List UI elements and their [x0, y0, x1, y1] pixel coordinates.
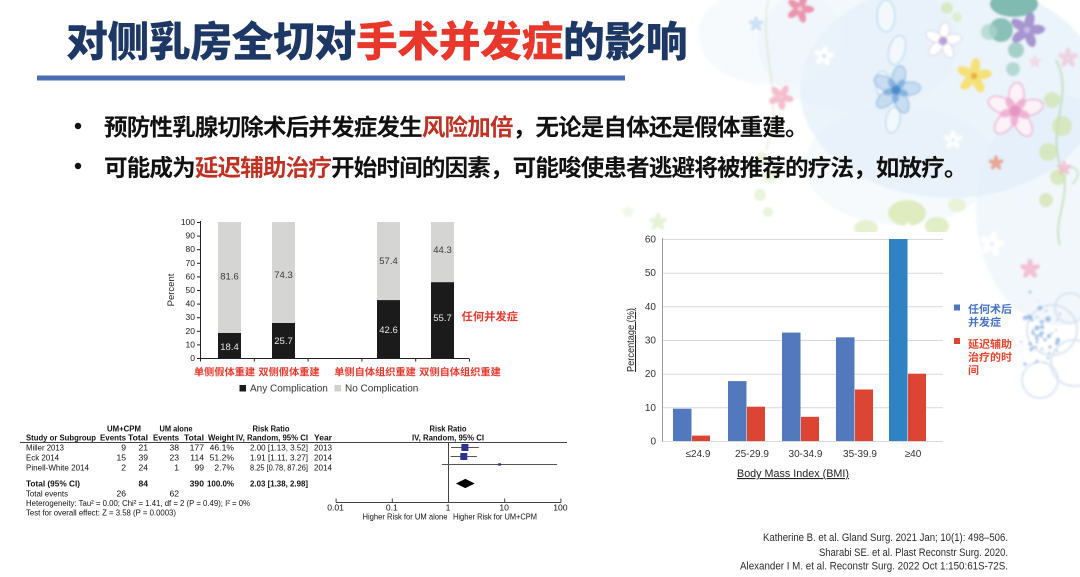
svg-text:10: 10	[645, 403, 657, 414]
svg-text:9: 9	[121, 443, 126, 453]
svg-text:8.25 [0.78, 87.26]: 8.25 [0.78, 87.26]	[250, 463, 308, 473]
svg-text:80: 80	[186, 244, 196, 254]
svg-text:IV, Random, 95% CI: IV, Random, 95% CI	[412, 433, 484, 443]
svg-text:70: 70	[186, 258, 196, 268]
svg-text:46.1%: 46.1%	[210, 443, 235, 453]
svg-text:Higher Risk for UM alone: Higher Risk for UM alone	[363, 512, 448, 522]
svg-text:51.2%: 51.2%	[210, 453, 235, 463]
svg-text:21: 21	[138, 443, 148, 453]
svg-text:42.6: 42.6	[379, 325, 398, 336]
svg-text:Miller 2013: Miller 2013	[26, 443, 64, 453]
svg-text:Higher Risk for UM+CPM: Higher Risk for UM+CPM	[453, 512, 537, 522]
svg-text:Any Complication: Any Complication	[250, 384, 328, 395]
svg-text:Katherine B. et al. Gland Surg: Katherine B. et al. Gland Surg. 2021 Jan…	[763, 532, 1008, 544]
svg-text:Percentage (%): Percentage (%)	[625, 308, 637, 372]
svg-text:Total: Total	[128, 433, 148, 443]
svg-text:2014: 2014	[314, 463, 332, 473]
svg-text:40: 40	[186, 299, 196, 309]
svg-text:Percent: Percent	[166, 273, 177, 306]
svg-text:Pinell-White 2014: Pinell-White 2014	[26, 463, 89, 473]
svg-text:Total events: Total events	[26, 489, 68, 499]
svg-text:90: 90	[186, 231, 196, 241]
svg-text:Eck 2014: Eck 2014	[26, 453, 59, 463]
svg-text:30: 30	[186, 312, 196, 322]
svg-text:18.4: 18.4	[220, 342, 239, 353]
svg-text:0: 0	[190, 353, 195, 363]
svg-text:Heterogeneity: Tau² = 0.00; Ch: Heterogeneity: Tau² = 0.00; Chi² = 1.41,…	[26, 498, 250, 508]
svg-text:100.0%: 100.0%	[207, 479, 234, 489]
svg-text:Events: Events	[100, 433, 126, 443]
svg-text:100: 100	[181, 217, 195, 227]
svg-text:39: 39	[138, 453, 148, 463]
svg-text:Year: Year	[314, 433, 333, 443]
svg-text:2: 2	[121, 463, 126, 473]
svg-text:1: 1	[174, 463, 179, 473]
svg-text:0.01: 0.01	[327, 503, 344, 513]
svg-text:Body Mass Index (BMI): Body Mass Index (BMI)	[737, 468, 849, 480]
svg-text:100: 100	[553, 503, 568, 513]
svg-text:50: 50	[186, 285, 196, 295]
svg-text:2.7%: 2.7%	[214, 463, 234, 473]
svg-text:Test for overall effect: Z = 3: Test for overall effect: Z = 3.58 (P = 0…	[26, 508, 176, 518]
svg-text:Total (95% CI): Total (95% CI)	[26, 479, 80, 489]
svg-text:55.7: 55.7	[433, 313, 452, 324]
svg-text:25.7: 25.7	[274, 336, 293, 347]
svg-text:15: 15	[116, 453, 126, 463]
svg-text:Alexander I M. et al. Reconst: Alexander I M. et al. Reconstr Surg. 202…	[740, 561, 1008, 573]
svg-text:30-34.9: 30-34.9	[789, 449, 823, 460]
svg-text:38: 38	[169, 443, 179, 453]
svg-text:81.6: 81.6	[220, 272, 239, 283]
svg-text:2014: 2014	[314, 453, 332, 463]
svg-text:IV, Random, 95% CI: IV, Random, 95% CI	[236, 433, 308, 443]
svg-text:44.3: 44.3	[433, 245, 452, 256]
svg-text:0: 0	[650, 437, 656, 448]
svg-text:60: 60	[186, 271, 196, 281]
svg-text:Sharabi SE. et al. Plast Recon: Sharabi SE. et al. Plast Reconstr Surg. …	[819, 547, 1008, 559]
svg-text:Study or Subgroup: Study or Subgroup	[26, 433, 96, 443]
svg-text:114: 114	[190, 453, 204, 463]
svg-text:Events: Events	[153, 433, 179, 443]
svg-text:Total: Total	[184, 433, 204, 443]
svg-text:≤24.9: ≤24.9	[686, 449, 711, 460]
svg-text:177: 177	[190, 443, 205, 453]
svg-text:62: 62	[169, 489, 179, 499]
svg-text:2.00 [1.13, 3.52]: 2.00 [1.13, 3.52]	[250, 443, 308, 453]
svg-text:20: 20	[186, 326, 196, 336]
svg-text:20: 20	[645, 369, 657, 380]
svg-text:24: 24	[138, 463, 148, 473]
svg-text:2013: 2013	[314, 443, 332, 453]
svg-text:≥40: ≥40	[905, 449, 922, 460]
svg-text:60: 60	[645, 235, 657, 246]
svg-text:23: 23	[169, 453, 179, 463]
svg-text:35-39.9: 35-39.9	[843, 449, 877, 460]
svg-text:57.4: 57.4	[379, 256, 398, 267]
svg-text:390: 390	[190, 479, 205, 489]
svg-text:50: 50	[645, 268, 657, 279]
svg-text:2.03 [1.38, 2.98]: 2.03 [1.38, 2.98]	[250, 479, 308, 489]
svg-text:40: 40	[645, 302, 657, 313]
svg-text:Weight: Weight	[208, 433, 234, 443]
svg-text:10: 10	[186, 339, 196, 349]
svg-text:74.3: 74.3	[274, 270, 293, 281]
svg-text:No Complication: No Complication	[345, 384, 418, 395]
svg-text:1.91 [1.11, 3.27]: 1.91 [1.11, 3.27]	[250, 453, 308, 463]
svg-text:25-29.9: 25-29.9	[735, 449, 769, 460]
svg-text:84: 84	[138, 479, 148, 489]
svg-text:30: 30	[645, 336, 657, 347]
svg-text:99: 99	[194, 463, 204, 473]
svg-text:26: 26	[116, 489, 126, 499]
